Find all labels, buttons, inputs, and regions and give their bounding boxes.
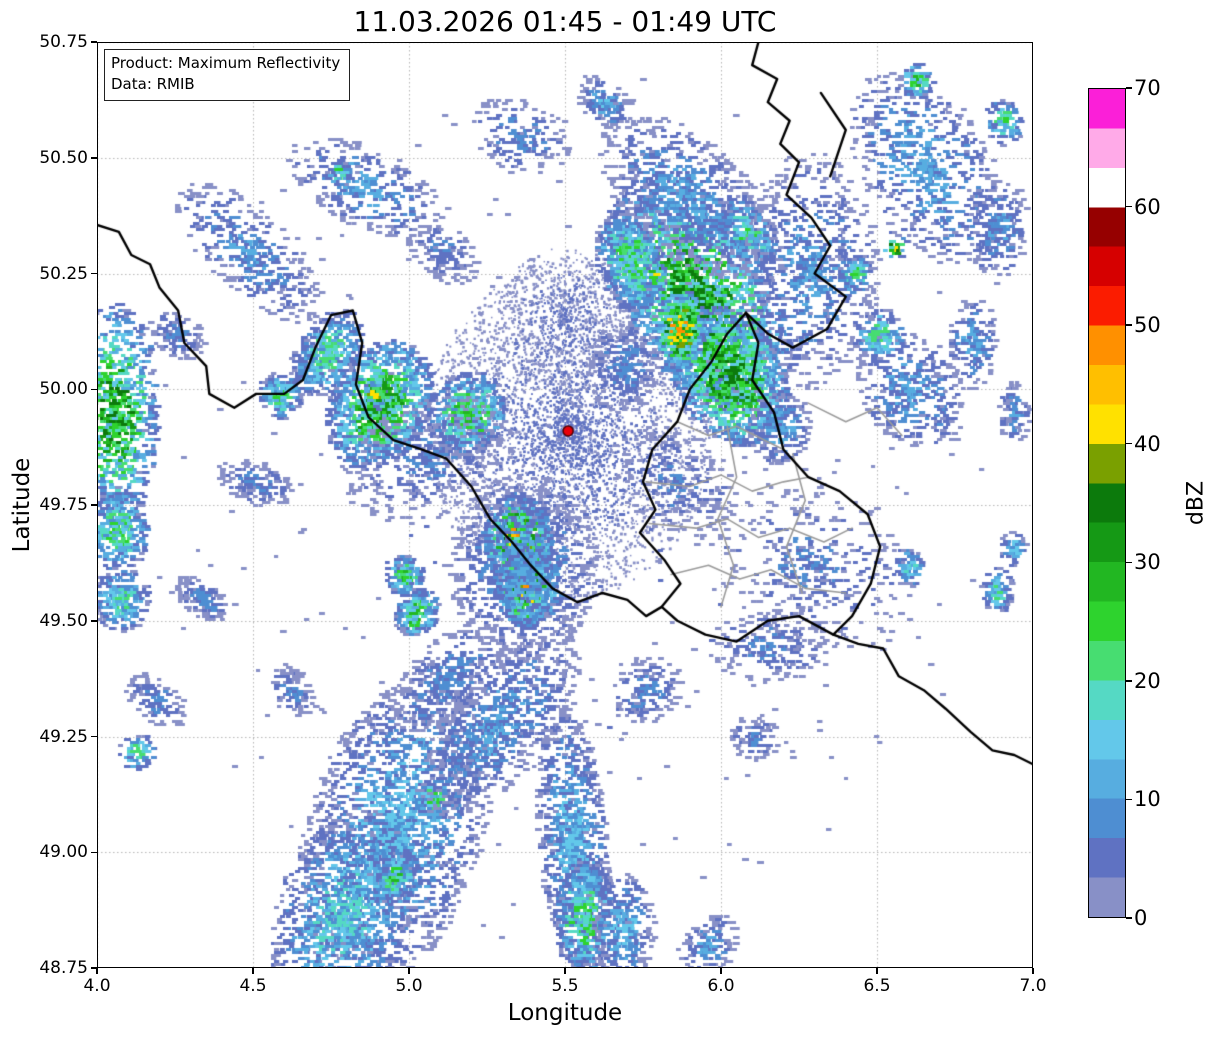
y-tick-mark — [91, 504, 97, 506]
x-tick-mark — [408, 968, 410, 974]
radar-plot-canvas — [97, 42, 1033, 968]
y-tick-label: 49.75 — [39, 495, 88, 515]
colorbar-tick-label: 40 — [1134, 431, 1161, 456]
x-tick-mark — [564, 968, 566, 974]
colorbar-tick-mark — [1126, 324, 1132, 326]
annotation-source-line: Data: RMIB — [111, 75, 195, 94]
y-tick-mark — [91, 735, 97, 738]
y-tick-label: 49.25 — [39, 726, 88, 747]
x-tick-label: 4.5 — [239, 976, 267, 996]
colorbar-tick-label: 10 — [1134, 787, 1161, 812]
y-tick-label: 50.00 — [39, 379, 88, 400]
colorbar-tick-mark — [1126, 917, 1132, 919]
y-tick-mark — [91, 967, 97, 969]
x-tick-mark — [96, 968, 98, 974]
y-tick-mark — [91, 388, 97, 390]
x-tick-label: 5.0 — [395, 976, 423, 996]
colorbar-tick-label: 20 — [1134, 668, 1161, 693]
y-tick-label: 50.75 — [39, 32, 88, 52]
colorbar-tick-label: 50 — [1134, 313, 1161, 338]
x-tick-mark — [252, 968, 254, 974]
colorbar-tick-label: 30 — [1134, 550, 1161, 575]
x-tick-label: 5.5 — [551, 976, 579, 996]
x-axis-label: Longitude — [507, 1000, 623, 1026]
figure-title: 11.03.2026 01:45 - 01:49 UTC — [353, 5, 777, 38]
colorbar-tick-mark — [1126, 798, 1132, 801]
y-tick-label: 50.50 — [39, 147, 88, 168]
colorbar-label: dBZ — [1183, 480, 1209, 526]
x-tick-label: 7.0 — [1019, 976, 1047, 996]
y-tick-label: 50.25 — [39, 263, 88, 284]
colorbar-tick-mark — [1126, 680, 1132, 682]
colorbar-tick-mark — [1126, 87, 1132, 89]
x-tick-mark — [1032, 968, 1034, 974]
colorbar-tick-label: 70 — [1134, 76, 1161, 100]
annotation-product-line: Product: Maximum Reflectivity — [111, 54, 341, 72]
x-tick-label: 6.0 — [707, 976, 735, 996]
colorbar-tick-mark — [1126, 205, 1132, 208]
y-tick-label: 49.50 — [39, 610, 88, 631]
colorbar-tick-mark — [1126, 442, 1132, 445]
colorbar-tick-label: 0 — [1134, 906, 1148, 930]
y-tick-mark — [91, 157, 97, 159]
y-tick-mark — [91, 272, 97, 275]
colorbar-tick-label: 60 — [1134, 194, 1161, 219]
x-tick-label: 6.5 — [863, 976, 891, 996]
x-tick-mark — [876, 968, 878, 974]
colorbar-tick-mark — [1126, 561, 1132, 564]
x-tick-label: 4.0 — [83, 976, 111, 996]
y-tick-label: 48.75 — [39, 958, 88, 978]
product-annotation-box: Product: Maximum Reflectivity Data: RMIB — [104, 49, 351, 101]
y-tick-mark — [91, 851, 97, 853]
y-tick-mark — [91, 620, 97, 622]
colorbar — [1088, 88, 1126, 918]
y-tick-label: 49.00 — [39, 842, 88, 863]
x-tick-mark — [720, 968, 722, 974]
y-tick-mark — [91, 41, 97, 43]
